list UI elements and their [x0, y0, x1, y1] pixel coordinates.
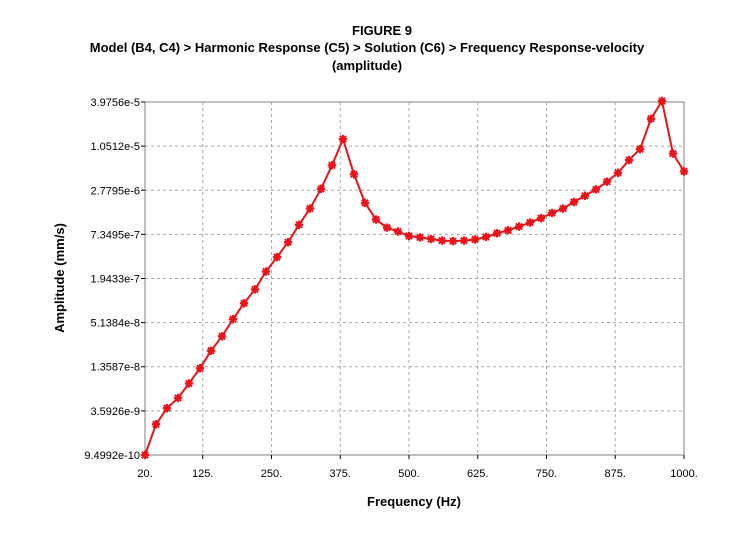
x-tick-label: 125.	[192, 468, 213, 480]
data-point-marker	[657, 96, 667, 106]
x-tick-label: 500.	[398, 468, 419, 480]
data-point-marker	[558, 204, 568, 213]
data-point-marker	[635, 144, 645, 154]
y-tick-label: 1.3587e-8	[90, 362, 140, 374]
data-point-marker	[404, 231, 414, 241]
y-tick-label: 9.4992e-10	[84, 450, 140, 462]
data-point-marker	[294, 220, 304, 230]
y-tick-label: 3.5926e-9	[90, 406, 140, 418]
x-axis-ticks: 20. 125. 250. 375. 500. 625. 750. 875. 1000.	[137, 455, 698, 480]
data-point-marker	[591, 185, 601, 194]
data-point-marker	[393, 227, 403, 236]
series-layer	[140, 96, 689, 460]
x-tick-label: 750.	[536, 468, 557, 480]
data-point-marker	[624, 155, 634, 165]
y-tick-label: 7.3495e-7	[90, 229, 140, 241]
data-point-marker	[184, 379, 194, 388]
data-point-marker	[514, 222, 524, 231]
x-axis-title: Frequency (Hz)	[367, 494, 461, 509]
data-point-marker	[547, 208, 557, 218]
data-point-marker	[470, 235, 480, 244]
x-tick-label: 375.	[330, 468, 351, 480]
chart-title: FIGURE 9	[352, 23, 412, 38]
x-tick-label: 625.	[467, 468, 488, 480]
data-point-marker	[151, 420, 161, 429]
y-tick-label: 5.1384e-8	[90, 318, 140, 330]
data-point-marker	[162, 403, 172, 413]
y-tick-label: 1.0512e-5	[90, 141, 140, 153]
data-point-marker	[448, 236, 458, 246]
data-point-marker	[646, 114, 656, 123]
chart-subtitle-line-2: (amplitude)	[332, 58, 402, 73]
data-point-marker	[327, 161, 337, 170]
data-point-marker	[613, 168, 623, 178]
data-point-marker	[382, 223, 392, 232]
data-point-marker	[195, 364, 205, 373]
y-tick-label: 1.9433e-7	[90, 274, 140, 286]
grid-lines	[145, 102, 684, 455]
data-point-marker	[668, 149, 678, 158]
chart-subtitle-line-1: Model (B4, C4) > Harmonic Response (C5) …	[90, 40, 645, 55]
data-point-marker	[371, 215, 381, 224]
data-point-marker	[261, 267, 271, 276]
data-point-marker	[140, 450, 150, 460]
data-point-marker	[426, 234, 436, 244]
x-tick-label: 20.	[137, 468, 152, 480]
data-point-marker	[228, 314, 238, 324]
data-point-marker	[305, 204, 315, 213]
y-tick-label: 3.9756e-5	[90, 97, 140, 109]
data-point-marker	[338, 134, 348, 144]
x-tick-label: 1000.	[670, 468, 698, 480]
plot-area	[144, 101, 685, 456]
data-point-marker	[349, 170, 359, 179]
data-point-marker	[173, 393, 183, 403]
data-point-marker	[481, 232, 491, 242]
x-tick-label: 250.	[261, 468, 282, 480]
data-point-marker	[437, 236, 447, 245]
data-point-marker	[503, 226, 513, 235]
data-point-marker	[536, 213, 546, 223]
data-point-marker	[283, 238, 293, 247]
data-point-marker	[415, 233, 425, 242]
data-point-marker	[459, 236, 469, 245]
data-point-marker	[250, 285, 260, 294]
data-point-marker	[580, 191, 590, 201]
data-point-marker	[602, 177, 612, 186]
y-axis-ticks: 9.4992e-10 3.5926e-9 1.3587e-8 5.1384e-8 1.9…	[84, 97, 145, 462]
data-point-marker	[679, 167, 689, 176]
data-point-marker	[492, 229, 502, 238]
data-point-marker	[360, 198, 370, 208]
data-point-marker	[217, 332, 227, 341]
y-axis-title: Amplitude (mm/s)	[52, 223, 67, 333]
data-point-marker	[272, 252, 282, 262]
data-point-marker	[316, 184, 326, 194]
data-point-marker	[525, 218, 535, 227]
data-point-marker	[206, 346, 216, 355]
y-tick-label: 2.7795e-6	[90, 185, 140, 197]
x-tick-label: 875.	[605, 468, 626, 480]
data-point-marker	[239, 299, 249, 308]
data-point-marker	[569, 197, 579, 207]
